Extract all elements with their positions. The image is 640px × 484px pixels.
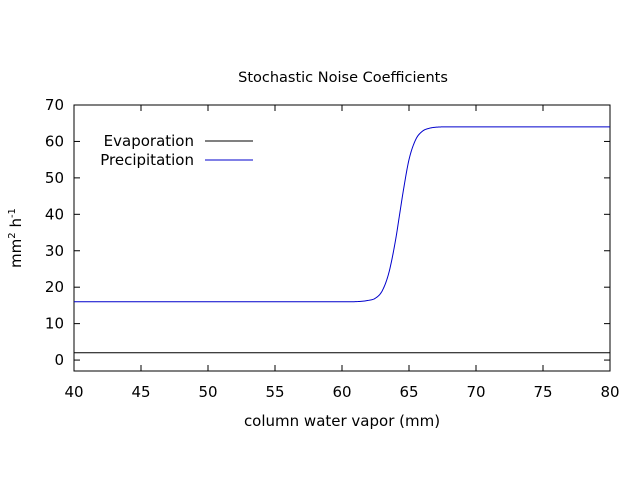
y-axis-label-unit-2: h bbox=[7, 218, 25, 232]
x-tick-label: 50 bbox=[198, 383, 217, 401]
y-tick-label: 60 bbox=[45, 132, 64, 150]
y-tick-label: 40 bbox=[45, 205, 64, 223]
series-lines bbox=[74, 126, 610, 354]
x-axis: 40 45 50 55 60 65 70 75 80 bbox=[64, 105, 620, 401]
y-axis-label: mm2 h-1 bbox=[7, 208, 25, 268]
x-tick-label: 55 bbox=[265, 383, 284, 401]
x-tick-label: 65 bbox=[399, 383, 418, 401]
x-tick-label: 60 bbox=[332, 383, 351, 401]
y-tick-label: 30 bbox=[45, 242, 64, 260]
y-axis-label-unit-1: mm bbox=[7, 239, 25, 268]
y-tick-label: 0 bbox=[54, 351, 64, 369]
y-axis-label-exp-2: -1 bbox=[7, 208, 18, 218]
y-axis: 0 10 20 30 40 50 60 70 bbox=[45, 96, 610, 369]
legend-label-evaporation: Evaporation bbox=[104, 132, 194, 150]
y-tick-label: 10 bbox=[45, 315, 64, 333]
y-tick-label: 50 bbox=[45, 169, 64, 187]
x-tick-label: 70 bbox=[466, 383, 485, 401]
x-tick-label: 40 bbox=[64, 383, 83, 401]
x-axis-label: column water vapor (mm) bbox=[244, 412, 440, 430]
x-tick-label: 80 bbox=[600, 383, 619, 401]
series-line-precipitation bbox=[74, 126, 610, 303]
y-tick-label: 70 bbox=[45, 96, 64, 114]
x-tick-label: 75 bbox=[533, 383, 552, 401]
x-tick-label: 45 bbox=[131, 383, 150, 401]
chart-title: Stochastic Noise Coefficients bbox=[238, 70, 448, 86]
legend-label-precipitation: Precipitation bbox=[100, 151, 194, 169]
y-axis-label-exp-1: 2 bbox=[7, 232, 18, 238]
y-tick-label: 20 bbox=[45, 278, 64, 296]
